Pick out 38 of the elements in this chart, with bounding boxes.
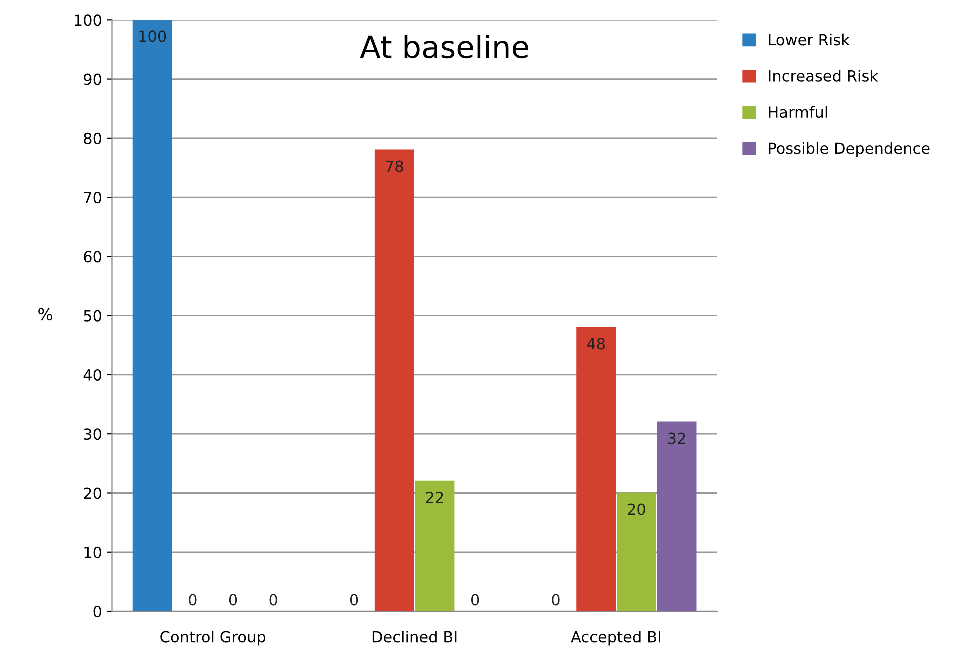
x-tick-label: Declined BI [372,630,457,643]
bar [132,20,172,612]
y-tick-label: 70 [84,192,102,204]
data-label: 0 [189,594,197,606]
y-tick-label: 40 [84,369,102,381]
bar [657,422,697,612]
data-label: 22 [426,492,444,504]
y-tick-label: 0 [94,606,102,618]
y-tick-label: 20 [84,488,102,500]
bar [576,327,616,612]
x-tick-label: Control Group [160,630,266,646]
y-tick-label: 30 [84,428,102,440]
bar [374,150,414,612]
y-axis-title: % [38,308,53,321]
y-tick-label: 80 [84,132,102,144]
y-tick-label: 10 [84,546,102,558]
y-tick-label: 90 [84,74,102,86]
data-label: 48 [587,338,606,350]
legend-label: Possible Dependence [769,142,930,158]
legend-label: Harmful [769,106,828,118]
legend-label: Increased Risk [769,70,878,82]
data-label: 0 [350,594,358,606]
x-tick-label: Accepted BI [571,630,661,646]
data-label: 0 [552,594,560,606]
y-tick-label: 50 [84,310,102,322]
data-label: 78 [386,160,404,172]
y-tick-label: 60 [84,251,102,263]
data-label: 20 [628,504,646,516]
bar [616,492,656,612]
data-label: 0 [270,594,278,606]
data-label: 0 [229,594,238,606]
bar [415,480,455,612]
y-tick-label: 100 [75,14,102,26]
data-label: 32 [668,432,686,444]
data-label: 100 [140,30,166,42]
data-label: 0 [471,594,480,606]
legend-label: Lower Risk [769,34,850,46]
chart-title: At baseline [360,34,528,59]
